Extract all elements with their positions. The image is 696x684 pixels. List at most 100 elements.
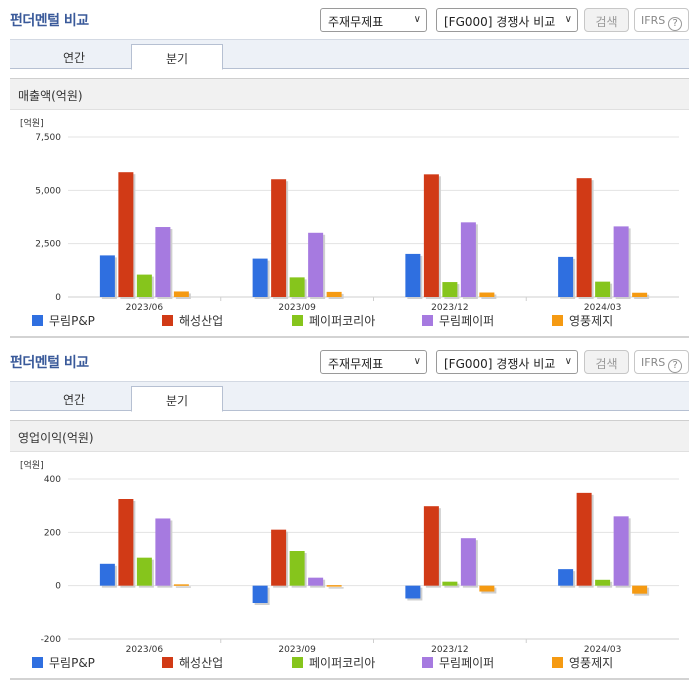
x-tick-label: 2024/03	[584, 645, 621, 652]
chevron-down-icon: ∨	[564, 14, 572, 25]
ifrs-label: IFRS	[641, 356, 666, 369]
x-tick-label: 2023/09	[278, 645, 316, 652]
bar	[595, 281, 611, 297]
bar	[252, 585, 268, 603]
legend-label: 페이퍼코리아	[309, 656, 376, 670]
chevron-down-icon: ∨	[564, 356, 572, 367]
legend-item[interactable]: 영풍제지	[552, 654, 613, 671]
legend-label: 무림P&P	[49, 314, 95, 328]
bar	[99, 563, 115, 586]
statement-select[interactable]: 주재무제표 ∨	[320, 8, 427, 32]
bar	[613, 226, 629, 297]
legend-item[interactable]: 페이퍼코리아	[292, 654, 375, 671]
section-title: 펀더멘털 비교	[10, 355, 89, 371]
peer-select-value: [FG000] 경쟁사 비교	[444, 357, 556, 371]
bar	[326, 585, 342, 587]
search-button[interactable]: 검색	[584, 350, 629, 374]
period-tabs: 연간 분기	[10, 381, 689, 412]
bar	[423, 174, 439, 297]
x-tick-label: 2023/12	[431, 303, 468, 310]
bar	[155, 227, 171, 297]
bar	[405, 253, 421, 297]
legend-label: 무림P&P	[49, 656, 95, 670]
help-icon: ?	[668, 17, 683, 31]
bar	[460, 538, 476, 586]
legend-label: 영풍제지	[569, 314, 614, 328]
divider	[10, 336, 689, 338]
legend-item[interactable]: 페이퍼코리아	[292, 312, 375, 329]
legend-swatch	[292, 657, 303, 668]
legend-item[interactable]: 무림P&P	[32, 654, 95, 671]
divider	[10, 678, 689, 680]
tab-quarterly[interactable]: 분기	[131, 44, 223, 70]
chart-title: 영업이익(억원)	[18, 431, 94, 445]
statement-select[interactable]: 주재무제표 ∨	[320, 350, 427, 374]
bar	[613, 516, 629, 586]
y-tick-label: 200	[44, 528, 61, 538]
x-tick-label: 2024/03	[584, 303, 621, 310]
bar	[271, 529, 287, 586]
legend-swatch	[162, 315, 173, 326]
bar	[423, 506, 439, 586]
legend-item[interactable]: 무림페이퍼	[422, 312, 494, 329]
bar	[576, 178, 592, 297]
bar	[136, 274, 152, 297]
legend-item[interactable]: 무림P&P	[32, 312, 95, 329]
section-header: 펀더멘털 비교 주재무제표 ∨ [FG000] 경쟁사 비교 ∨ 검색 IFRS…	[0, 342, 696, 376]
chart-title-bar: 영업이익(억원)	[10, 420, 689, 452]
unit-label: [억원]	[20, 459, 44, 471]
tab-quarterly[interactable]: 분기	[131, 386, 223, 412]
bar	[289, 551, 305, 586]
peer-select[interactable]: [FG000] 경쟁사 비교 ∨	[436, 350, 578, 374]
legend-label: 페이퍼코리아	[309, 314, 376, 328]
legend-label: 해성산업	[179, 656, 224, 670]
bar	[155, 518, 171, 586]
ifrs-info-button[interactable]: IFRS?	[634, 350, 689, 374]
y-tick-label: 5,000	[35, 186, 61, 196]
chevron-down-icon: ∨	[413, 14, 421, 25]
x-tick-label: 2023/12	[431, 645, 468, 652]
legend-swatch	[292, 315, 303, 326]
bar	[173, 584, 189, 586]
legend-label: 영풍제지	[569, 656, 614, 670]
legend-item[interactable]: 영풍제지	[552, 312, 613, 329]
bar-shadow	[444, 583, 460, 588]
statement-select-value: 주재무제표	[328, 357, 384, 371]
tab-annual[interactable]: 연간	[62, 393, 86, 407]
revenue-chart: [억원] 0 2,500 5,000 7,500 2023/06 2023/09 2023/1…	[20, 117, 679, 310]
fundamental-section-1: 펀더멘털 비교 주재무제표 ∨ [FG000] 경쟁사 비교 ∨ 검색 IFRS…	[0, 0, 696, 338]
legend-swatch	[162, 657, 173, 668]
legend-label: 무림페이퍼	[439, 314, 495, 328]
tab-annual[interactable]: 연간	[62, 51, 86, 65]
bar	[118, 172, 134, 297]
legend-label: 무림페이퍼	[439, 656, 495, 670]
bar-shadow	[175, 586, 191, 588]
bar	[308, 232, 324, 297]
legend-item[interactable]: 무림페이퍼	[422, 654, 494, 671]
bar	[479, 292, 495, 297]
chart-legend: 무림P&P 해성산업 페이퍼코리아 무림페이퍼 영풍제지	[32, 654, 672, 670]
bar	[136, 557, 152, 586]
legend-swatch	[422, 657, 433, 668]
legend-swatch	[32, 657, 43, 668]
bar	[326, 291, 342, 297]
chart-title-bar: 매출액(억원)	[10, 78, 689, 110]
operating-profit-chart: [억원] -200 0 200 400 2023/06 2023/09 2023/12 2024…	[20, 459, 679, 652]
legend-item[interactable]: 해성산업	[162, 312, 223, 329]
legend-label: 해성산업	[179, 314, 224, 328]
legend-swatch	[552, 657, 563, 668]
chart-legend: 무림P&P 해성산업 페이퍼코리아 무림페이퍼 영풍제지	[32, 312, 672, 328]
ifrs-info-button[interactable]: IFRS?	[634, 8, 689, 32]
legend-item[interactable]: 해성산업	[162, 654, 223, 671]
chart-title: 매출액(억원)	[18, 89, 83, 103]
bar	[632, 585, 648, 594]
y-tick-label: 2,500	[35, 240, 61, 250]
peer-select[interactable]: [FG000] 경쟁사 비교 ∨	[436, 8, 578, 32]
bar	[173, 291, 189, 297]
section-header: 펀더멘털 비교 주재무제표 ∨ [FG000] 경쟁사 비교 ∨ 검색 IFRS…	[0, 0, 696, 34]
bar	[442, 282, 458, 297]
bar	[442, 581, 458, 586]
bar	[479, 585, 495, 592]
search-button[interactable]: 검색	[584, 8, 629, 32]
bar	[118, 499, 134, 586]
